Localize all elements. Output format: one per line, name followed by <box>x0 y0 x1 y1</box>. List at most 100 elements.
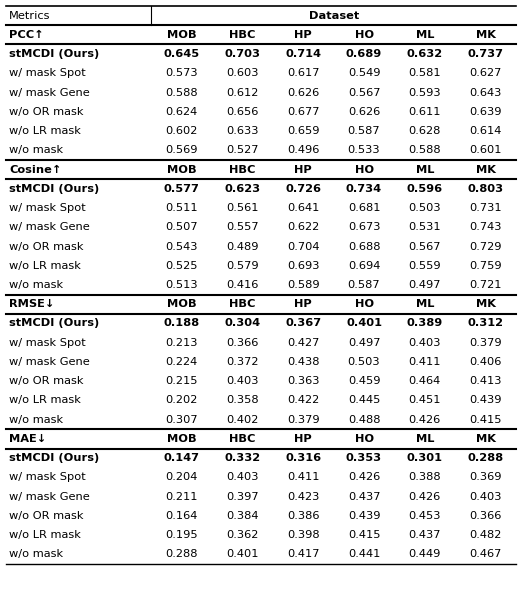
Text: 0.714: 0.714 <box>286 49 321 59</box>
Text: 0.633: 0.633 <box>226 126 259 136</box>
Text: 0.622: 0.622 <box>287 222 319 232</box>
Text: HBC: HBC <box>229 434 256 444</box>
Text: 0.587: 0.587 <box>348 280 381 290</box>
Text: MOB: MOB <box>167 299 197 309</box>
Text: 0.211: 0.211 <box>165 492 198 502</box>
Text: 0.533: 0.533 <box>348 146 381 155</box>
Text: 0.439: 0.439 <box>348 511 381 521</box>
Text: 0.624: 0.624 <box>165 107 198 117</box>
Text: ML: ML <box>416 299 434 309</box>
Text: 0.525: 0.525 <box>165 261 198 271</box>
Text: 0.803: 0.803 <box>468 184 504 194</box>
Text: 0.579: 0.579 <box>226 261 259 271</box>
Text: 0.353: 0.353 <box>346 453 382 463</box>
Text: w/o mask: w/o mask <box>9 415 63 425</box>
Text: 0.703: 0.703 <box>224 49 260 59</box>
Text: 0.688: 0.688 <box>348 242 381 251</box>
Text: w/ mask Spot: w/ mask Spot <box>9 68 86 78</box>
Text: 0.559: 0.559 <box>409 261 441 271</box>
Text: 0.587: 0.587 <box>348 126 381 136</box>
Text: 0.398: 0.398 <box>287 530 319 540</box>
Text: 0.721: 0.721 <box>469 280 502 290</box>
Text: 0.426: 0.426 <box>409 492 441 502</box>
Text: w/o LR mask: w/o LR mask <box>9 126 81 136</box>
Text: 0.588: 0.588 <box>409 146 441 155</box>
Text: 0.488: 0.488 <box>348 415 381 425</box>
Text: 0.363: 0.363 <box>287 376 319 386</box>
Text: 0.437: 0.437 <box>348 492 381 502</box>
Text: 0.379: 0.379 <box>287 415 319 425</box>
Text: 0.737: 0.737 <box>468 49 504 59</box>
Text: MK: MK <box>476 434 495 444</box>
Text: w/ mask Gene: w/ mask Gene <box>9 357 90 367</box>
Text: 0.596: 0.596 <box>407 184 443 194</box>
Text: 0.403: 0.403 <box>226 376 259 386</box>
Text: 0.543: 0.543 <box>165 242 198 251</box>
Text: HP: HP <box>294 434 312 444</box>
Text: 0.312: 0.312 <box>468 318 504 328</box>
Text: 0.743: 0.743 <box>469 222 502 232</box>
Text: 0.659: 0.659 <box>287 126 319 136</box>
Text: HO: HO <box>354 299 374 309</box>
Text: 0.358: 0.358 <box>226 396 259 406</box>
Text: 0.573: 0.573 <box>165 68 198 78</box>
Text: 0.215: 0.215 <box>165 376 198 386</box>
Text: 0.423: 0.423 <box>287 492 319 502</box>
Text: ML: ML <box>416 434 434 444</box>
Text: 0.332: 0.332 <box>224 453 260 463</box>
Text: 0.147: 0.147 <box>164 453 200 463</box>
Text: MOB: MOB <box>167 30 197 40</box>
Text: 0.415: 0.415 <box>469 415 502 425</box>
Text: w/ mask Spot: w/ mask Spot <box>9 203 86 213</box>
Text: 0.453: 0.453 <box>409 511 441 521</box>
Text: 0.439: 0.439 <box>469 396 502 406</box>
Text: 0.628: 0.628 <box>409 126 441 136</box>
Text: 0.557: 0.557 <box>226 222 259 232</box>
Text: w/ mask Spot: w/ mask Spot <box>9 472 86 482</box>
Text: 0.489: 0.489 <box>226 242 259 251</box>
Text: 0.623: 0.623 <box>224 184 260 194</box>
Text: HP: HP <box>294 165 312 175</box>
Text: 0.437: 0.437 <box>409 530 441 540</box>
Text: 0.734: 0.734 <box>346 184 382 194</box>
Text: 0.577: 0.577 <box>164 184 200 194</box>
Text: 0.759: 0.759 <box>469 261 502 271</box>
Text: ML: ML <box>416 30 434 40</box>
Text: MK: MK <box>476 165 495 175</box>
Text: 0.511: 0.511 <box>165 203 198 213</box>
Text: w/o mask: w/o mask <box>9 146 63 155</box>
Text: HP: HP <box>294 30 312 40</box>
Text: Cosine↑: Cosine↑ <box>9 165 62 175</box>
Text: 0.403: 0.403 <box>409 338 441 347</box>
Text: 0.366: 0.366 <box>469 511 502 521</box>
Text: 0.641: 0.641 <box>287 203 319 213</box>
Text: 0.224: 0.224 <box>165 357 198 367</box>
Text: 0.482: 0.482 <box>469 530 502 540</box>
Text: 0.386: 0.386 <box>287 511 319 521</box>
Text: 0.503: 0.503 <box>409 203 441 213</box>
Text: 0.645: 0.645 <box>164 49 200 59</box>
Text: 0.451: 0.451 <box>409 396 441 406</box>
Text: w/ mask Gene: w/ mask Gene <box>9 492 90 502</box>
Text: 0.316: 0.316 <box>285 453 322 463</box>
Text: MOB: MOB <box>167 165 197 175</box>
Text: 0.704: 0.704 <box>287 242 319 251</box>
Text: MK: MK <box>476 299 495 309</box>
Text: 0.617: 0.617 <box>287 68 319 78</box>
Text: HP: HP <box>294 299 312 309</box>
Text: 0.681: 0.681 <box>348 203 381 213</box>
Text: 0.569: 0.569 <box>165 146 198 155</box>
Text: 0.403: 0.403 <box>469 492 502 502</box>
Text: 0.416: 0.416 <box>227 280 259 290</box>
Text: 0.426: 0.426 <box>409 415 441 425</box>
Text: 0.195: 0.195 <box>165 530 198 540</box>
Text: 0.503: 0.503 <box>348 357 381 367</box>
Text: 0.304: 0.304 <box>224 318 260 328</box>
Text: w/o OR mask: w/o OR mask <box>9 376 84 386</box>
Text: w/o OR mask: w/o OR mask <box>9 242 84 251</box>
Text: 0.202: 0.202 <box>165 396 198 406</box>
Text: MK: MK <box>476 30 495 40</box>
Text: 0.459: 0.459 <box>348 376 381 386</box>
Text: HBC: HBC <box>229 165 256 175</box>
Text: 0.507: 0.507 <box>165 222 198 232</box>
